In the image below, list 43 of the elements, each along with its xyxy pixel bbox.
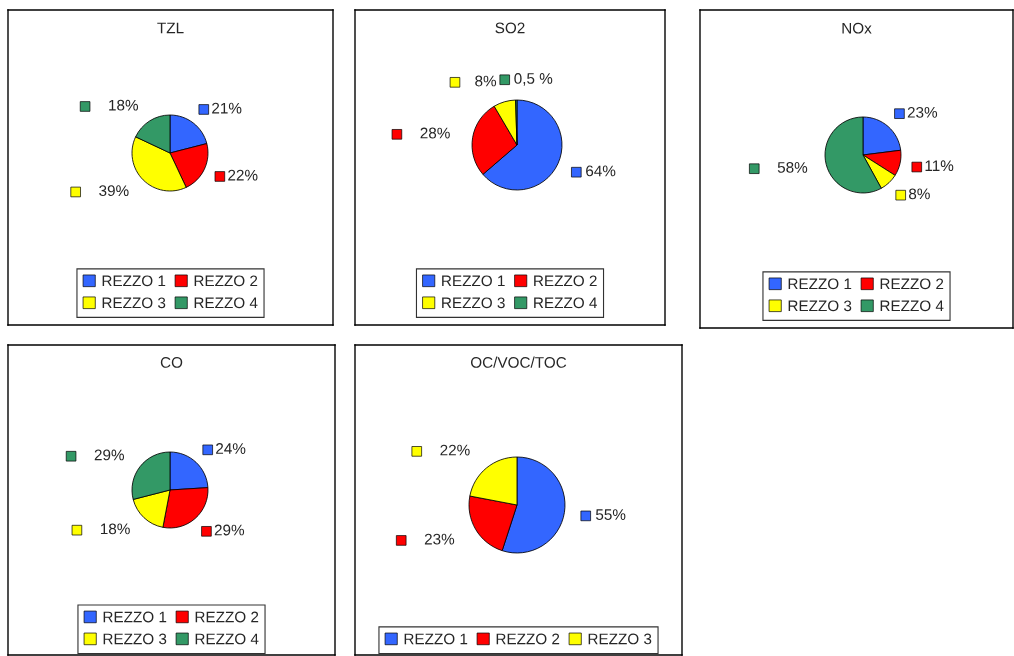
- legend-label: REZZO 3: [588, 633, 652, 645]
- legend-label: REZZO 4: [880, 300, 944, 312]
- legend-label: REZZO 2: [534, 275, 597, 287]
- legend-label: REZZO 3: [788, 300, 852, 312]
- legend-label: REZZO 2: [496, 633, 560, 645]
- data-label: 8%: [908, 188, 930, 200]
- data-label: 23%: [907, 106, 938, 118]
- data-label: 18%: [100, 523, 130, 535]
- legend-label: REZZO 1: [788, 278, 852, 290]
- legend-label: REZZO 4: [194, 297, 258, 309]
- data-label: 29%: [94, 449, 125, 461]
- data-label: 28%: [420, 127, 450, 139]
- legend-label: REZZO 1: [404, 633, 468, 645]
- data-label: 22%: [228, 169, 258, 181]
- legend-label: REZZO 1: [102, 275, 166, 287]
- legend-label: REZZO 2: [194, 275, 258, 287]
- data-label: 8%: [475, 75, 497, 87]
- legend-label: REZZO 3: [442, 297, 505, 309]
- chart-title: CO: [160, 357, 183, 368]
- data-label: 18%: [109, 99, 139, 111]
- legend-label: REZZO 4: [534, 297, 597, 309]
- data-label: 64%: [586, 165, 616, 177]
- data-label: 58%: [777, 161, 808, 173]
- legend-label: REZZO 4: [195, 633, 259, 645]
- legend-label: REZZO 2: [195, 611, 259, 623]
- chart-title: OC/VOC/TOC: [470, 356, 567, 368]
- data-label: 55%: [595, 509, 626, 520]
- data-label: 11%: [925, 160, 954, 172]
- data-label: 39%: [99, 185, 129, 197]
- legend-label: REZZO 3: [103, 633, 167, 645]
- legend-label: REZZO 3: [102, 297, 166, 309]
- data-label: 0,5 %: [514, 73, 553, 86]
- data-label: 21%: [212, 102, 242, 114]
- chart-title: TZL: [157, 22, 184, 34]
- legend-label: REZZO 1: [442, 275, 505, 287]
- chart-title: SO2: [495, 22, 525, 34]
- data-label: 29%: [214, 524, 245, 536]
- data-label: 22%: [440, 444, 470, 456]
- data-label: 24%: [216, 443, 246, 454]
- chart-title: NOx: [842, 22, 872, 34]
- data-label: 23%: [424, 533, 455, 545]
- legend-label: REZZO 2: [880, 278, 944, 290]
- legend-label: REZZO 1: [103, 611, 167, 623]
